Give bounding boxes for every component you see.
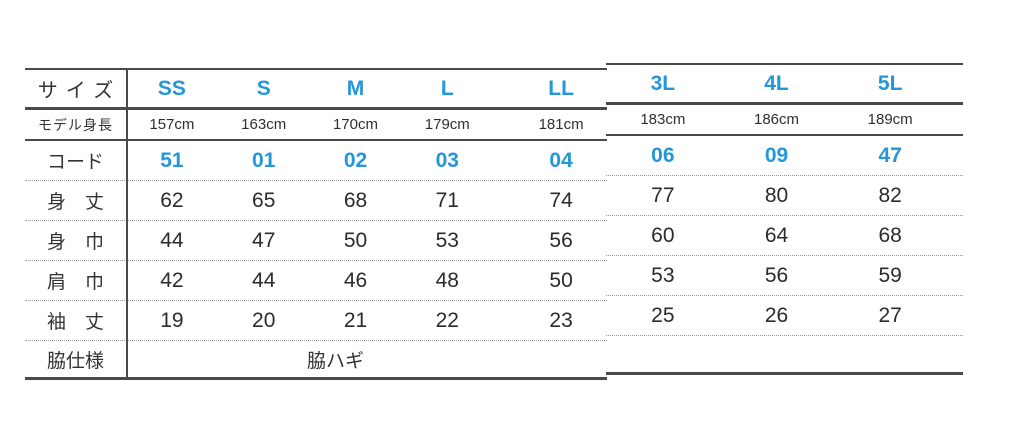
measurement-cell: 44 <box>160 228 184 252</box>
measurement-cell: 22 <box>435 308 459 332</box>
table-row-body-length: 77 80 82 <box>606 176 963 216</box>
table-row-model-height: 183cm 186cm 189cm <box>606 105 963 136</box>
row-label-body-width: 身 巾 <box>46 232 104 253</box>
measurement-cell: 68 <box>343 188 368 212</box>
row-label-size: サイズ <box>37 80 122 102</box>
table-row-body-length: 身 丈 62 65 68 71 74 <box>25 181 607 221</box>
table-row-sleeve-length: 袖 丈 19 20 21 22 23 <box>25 301 607 341</box>
table-row-side-spec: 脇仕様 脇ハギ <box>25 341 607 380</box>
side-spec-value-cell: 脇ハギ <box>306 350 364 372</box>
code-cell: 09 <box>764 143 789 167</box>
measurement-cell: 65 <box>252 188 276 212</box>
model-height-cell: 163cm <box>241 116 287 133</box>
size-header-cell: LL <box>548 76 574 100</box>
code-cell: 03 <box>435 148 459 172</box>
code-cell: 51 <box>160 148 184 172</box>
model-height-cell: 181cm <box>538 116 584 133</box>
size-header-cell: 3L <box>650 71 676 95</box>
measurement-cell: 62 <box>160 188 184 212</box>
measurement-cell: 48 <box>435 268 459 292</box>
model-height-cell: 183cm <box>640 111 686 128</box>
measurement-cell: 56 <box>549 228 573 252</box>
size-header-cell: 5L <box>877 71 903 95</box>
code-cell: 47 <box>878 143 902 167</box>
row-label-shoulder-width: 肩 巾 <box>46 272 104 293</box>
model-height-cell: 186cm <box>753 111 800 128</box>
table-row-body-width: 身 巾 44 47 50 53 56 <box>25 221 607 261</box>
measurement-cell: 26 <box>764 303 789 327</box>
measurement-cell: 74 <box>549 188 573 212</box>
table-row-side-spec-empty <box>606 336 963 375</box>
measurement-cell: 56 <box>764 263 789 287</box>
measurement-cell: 71 <box>435 188 459 212</box>
code-cell: 04 <box>549 148 573 172</box>
model-height-cell: 170cm <box>332 116 378 133</box>
measurement-cell: 44 <box>252 268 276 292</box>
table-row-shoulder-width: 肩 巾 42 44 46 48 50 <box>25 261 607 301</box>
measurement-cell: 42 <box>160 268 184 292</box>
size-chart-table-left: サイズ SS S M L LL モデル身長 157cm 163cm 170cm … <box>25 68 607 380</box>
measurement-cell: 50 <box>549 268 573 292</box>
measurement-cell: 53 <box>651 263 675 287</box>
measurement-cell: 21 <box>343 308 368 332</box>
measurement-cell: 80 <box>764 183 789 207</box>
table-row-code: 06 09 47 <box>606 136 963 176</box>
model-height-cell: 157cm <box>149 116 195 133</box>
measurement-cell: 25 <box>651 303 675 327</box>
table-row-sleeve-length: 25 26 27 <box>606 296 963 336</box>
measurement-cell: 27 <box>878 303 902 327</box>
model-height-cell: 179cm <box>424 116 470 133</box>
row-label-sleeve-length: 袖 丈 <box>46 312 104 333</box>
table-row-model-height: モデル身長 157cm 163cm 170cm 179cm 181cm <box>25 110 607 141</box>
measurement-cell: 50 <box>343 228 368 252</box>
measurement-cell: 20 <box>252 308 276 332</box>
table-row-body-width: 60 64 68 <box>606 216 963 256</box>
size-header-cell: M <box>346 76 365 100</box>
code-cell: 01 <box>252 148 276 172</box>
table-row-code: コード 51 01 02 03 04 <box>25 141 607 181</box>
label-column-divider <box>126 70 128 380</box>
code-cell: 02 <box>343 148 368 172</box>
measurement-cell: 59 <box>878 263 902 287</box>
measurement-cell: 47 <box>252 228 276 252</box>
size-header-cell: S <box>256 76 271 100</box>
row-label-code: コード <box>46 152 104 173</box>
table-row-size: 3L 4L 5L <box>606 65 963 105</box>
row-label-body-length: 身 丈 <box>46 192 104 213</box>
measurement-cell: 82 <box>878 183 902 207</box>
measurement-cell: 60 <box>651 223 675 247</box>
size-chart-table-right: 3L 4L 5L 183cm 186cm 189cm 06 09 47 77 8… <box>606 63 963 375</box>
row-label-side-spec: 脇仕様 <box>46 350 104 372</box>
code-cell: 06 <box>651 143 675 167</box>
model-height-cell: 189cm <box>867 111 913 128</box>
measurement-cell: 68 <box>878 223 902 247</box>
measurement-cell: 53 <box>435 228 459 252</box>
table-row-size: サイズ SS S M L LL <box>25 70 607 110</box>
measurement-cell: 77 <box>651 183 675 207</box>
size-header-cell: 4L <box>764 71 789 95</box>
size-header-cell: L <box>440 76 454 100</box>
table-row-shoulder-width: 53 56 59 <box>606 256 963 296</box>
measurement-cell: 23 <box>549 308 573 332</box>
measurement-cell: 64 <box>764 223 789 247</box>
measurement-cell: 19 <box>160 308 184 332</box>
size-header-cell: SS <box>157 76 186 100</box>
measurement-cell: 46 <box>343 268 368 292</box>
row-label-model-height: モデル身長 <box>38 116 113 133</box>
